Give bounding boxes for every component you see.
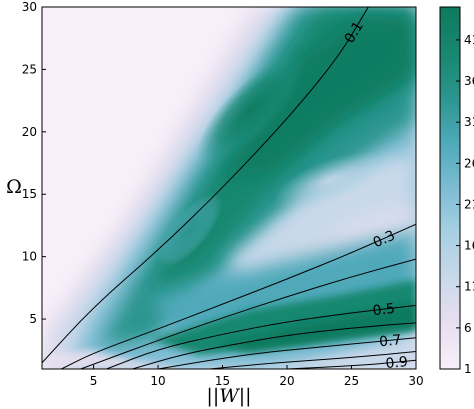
heatmap-field xyxy=(42,7,416,369)
contour-line xyxy=(132,322,416,369)
contour-labels: 0.10.30.50.70.9 xyxy=(342,19,409,372)
colorbar-tick-label: 36 xyxy=(464,74,474,88)
x-tick-label: 10 xyxy=(150,374,165,388)
colorbar xyxy=(439,6,461,370)
contour-line xyxy=(80,258,416,369)
y-tick-label: 15 xyxy=(22,187,37,201)
contour-label: 0.5 xyxy=(372,301,396,319)
x-tick-label: 20 xyxy=(279,374,294,388)
y-axis-ticks: 5 10 15 20 25 30 xyxy=(22,0,46,326)
x-tick-label: 5 xyxy=(90,374,98,388)
colorbar-tick-label: 11 xyxy=(464,280,474,294)
colorbar-tick-label: 41 xyxy=(464,33,474,47)
contour-line xyxy=(42,7,369,364)
x-tick-label: 15 xyxy=(215,374,230,388)
colorbar-ticks: 1611162126313641 xyxy=(456,33,474,376)
contour-line xyxy=(61,223,416,369)
colorbar-tick-label: 1 xyxy=(464,362,472,376)
contour-lines xyxy=(42,7,416,369)
y-tick-label: 30 xyxy=(22,0,37,14)
x-axis-title: ||W|| xyxy=(206,385,251,407)
contour-line xyxy=(106,304,416,369)
colorbar-tick-label: 21 xyxy=(464,197,474,211)
colorbar-tick-label: 6 xyxy=(464,321,472,335)
contour-line xyxy=(209,351,416,369)
contour-line xyxy=(157,337,416,369)
x-axis-ticks: 5 10 15 20 25 30 xyxy=(90,365,424,388)
y-tick-label: 10 xyxy=(22,250,37,264)
colorbar-tick-label: 26 xyxy=(464,156,474,170)
y-tick-label: 5 xyxy=(29,312,37,326)
contour-label: 0.9 xyxy=(385,354,409,372)
y-tick-label: 25 xyxy=(22,62,37,76)
plot-frame xyxy=(41,6,417,370)
y-tick-label: 20 xyxy=(22,125,37,139)
contour-label: 0.7 xyxy=(378,332,402,350)
x-tick-label: 25 xyxy=(344,374,359,388)
colorbar-tick-label: 16 xyxy=(464,239,474,253)
colorbar-tick-label: 31 xyxy=(464,115,474,129)
y-axis-title: Ω xyxy=(6,176,22,198)
x-tick-label: 30 xyxy=(408,374,423,388)
